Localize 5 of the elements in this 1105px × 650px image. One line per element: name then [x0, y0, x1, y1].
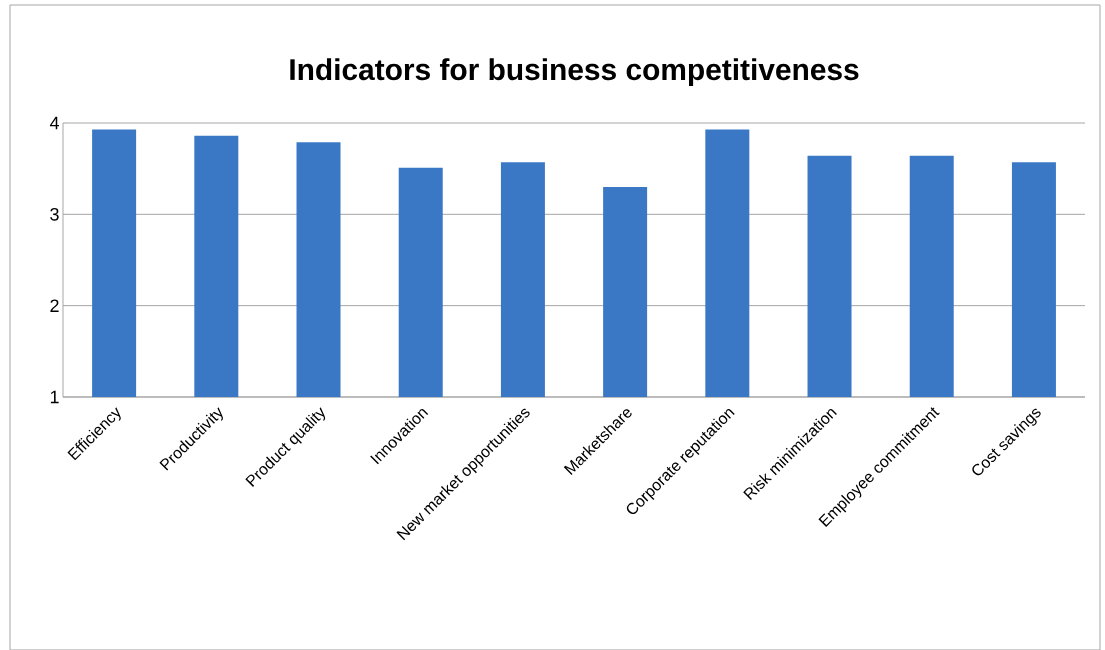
- chart-title: Indicators for business competitiveness: [290, 58, 859, 86]
- y-tick-label: 4: [49, 116, 59, 129]
- y-tick-label: 3: [50, 207, 59, 221]
- y-tick-label: 2: [50, 299, 59, 312]
- y-tick-label: 1: [50, 390, 59, 403]
